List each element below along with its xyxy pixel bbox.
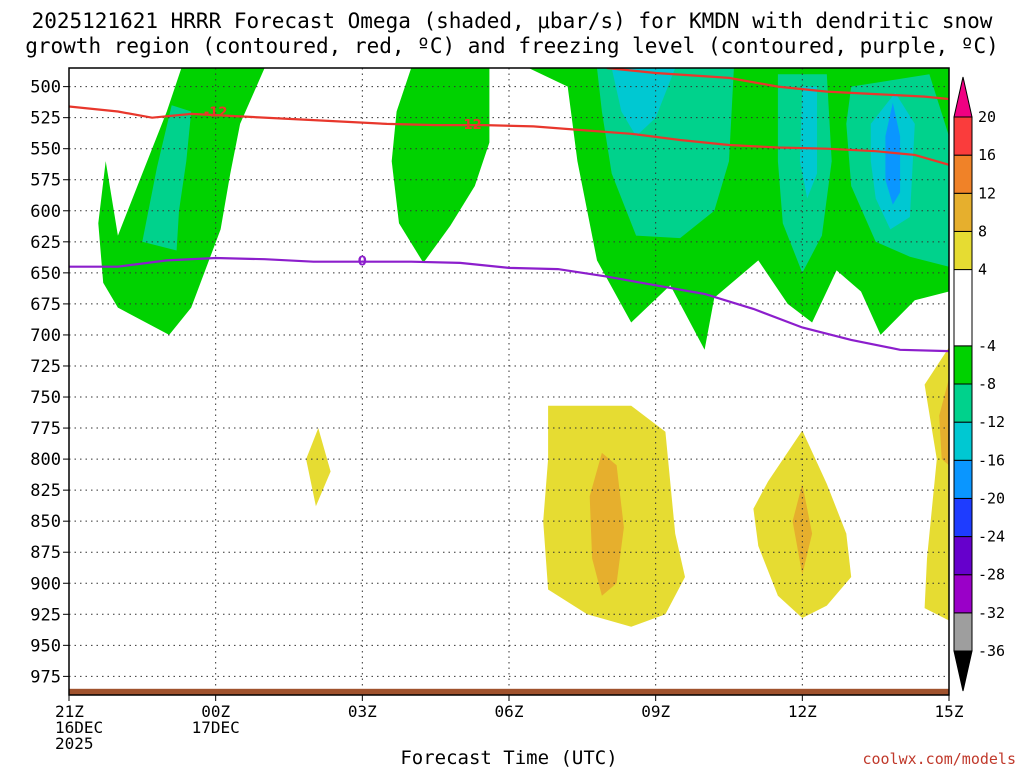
x-tick-label-0-2: 2025 (55, 734, 94, 753)
colorbar-tick--20: -20 (978, 489, 1005, 507)
x-tick-label-15-0: 12Z (788, 702, 817, 721)
colorbar-bin-12 (953, 154, 973, 194)
colorbar-bin-2 (953, 574, 973, 614)
y-tick-label-725: 725 (30, 357, 61, 377)
colorbar-tick--32: -32 (978, 604, 1005, 622)
omega-region-14 (924, 347, 949, 621)
x-tick-label-6-0: 03Z (348, 702, 377, 721)
colorbar-tick-4: 4 (978, 261, 987, 279)
x-tick-label-3-0: 00Z (201, 702, 230, 721)
colorbar-bin-5 (953, 459, 973, 499)
credit-link-text[interactable]: coolwx.com/models (862, 750, 1016, 768)
y-tick-label-550: 550 (30, 140, 61, 160)
colorbar-bin-7 (953, 383, 973, 423)
y-tick-label-575: 575 (30, 171, 61, 191)
x-tick-label-0-0: 21Z (55, 702, 84, 721)
y-tick-label-500: 500 (30, 78, 61, 98)
colorbar-tick--4: -4 (978, 337, 996, 355)
colorbar-bin-13 (953, 116, 973, 156)
colorbar-bin-6 (953, 421, 973, 461)
colorbar-tick--36: -36 (978, 642, 1005, 660)
omega-region-17 (939, 378, 949, 466)
colorbar-tick--12: -12 (978, 413, 1005, 431)
colorbar-tick-8: 8 (978, 222, 987, 240)
colorbar-tick--16: -16 (978, 451, 1005, 469)
x-axis-label: Forecast Time (UTC) (400, 747, 617, 768)
x-tick-label-9-0: 06Z (495, 702, 524, 721)
y-tick-label-750: 750 (30, 388, 61, 408)
plot-gridlines (69, 68, 949, 695)
y-tick-label-875: 875 (30, 543, 61, 563)
omega-region-3 (142, 105, 192, 251)
omega-region-1 (391, 68, 490, 263)
omega-region-15 (589, 452, 624, 596)
y-tick-label-975: 975 (30, 667, 61, 687)
colorbar-tick-12: 12 (978, 184, 996, 202)
omega-shading-layer (98, 68, 949, 627)
colorbar-tick--8: -8 (978, 375, 996, 393)
y-tick-label-825: 825 (30, 481, 61, 501)
y-tick-label-775: 775 (30, 419, 61, 439)
x-tick-label-18-0: 15Z (935, 702, 964, 721)
omega-colorbar: 20 16 12 8 4 -4 -8 -12 -16 -20 -24 -28 -32 -36 (953, 76, 1005, 692)
ground-surface-bar (69, 688, 949, 695)
x-tick-label-12-0: 09Z (641, 702, 670, 721)
colorbar-bottom-arrow (953, 650, 973, 692)
y-tick-label-600: 600 (30, 202, 61, 222)
colorbar-bin-10 (953, 230, 973, 271)
contour-line-2 (69, 256, 949, 353)
chart-title-line-1: 2025121621 HRRR Forecast Omega (shaded, … (32, 9, 993, 33)
y-tick-label-900: 900 (30, 574, 61, 594)
y-tick-label-925: 925 (30, 605, 61, 625)
contour-line-1 (606, 68, 949, 101)
colorbar-tick-16: 16 (978, 146, 996, 164)
colorbar-bin-3 (953, 536, 973, 576)
colorbar-top-arrow (953, 76, 973, 118)
y-tick-label-850: 850 (30, 512, 61, 532)
x-tick-label-3-1: 17DEC (192, 718, 240, 737)
contour-label-0: -12 (204, 105, 228, 120)
colorbar-tick--24: -24 (978, 528, 1005, 546)
y-tick-label-950: 950 (30, 636, 61, 656)
y-tick-label-625: 625 (30, 233, 61, 253)
omega-region-11 (306, 428, 331, 507)
colorbar-tick-20: 20 (978, 108, 996, 126)
temperature-contour-layer: -12 -12 0 (69, 68, 949, 353)
colorbar-tick--28: -28 (978, 566, 1005, 584)
omega-region-8 (799, 86, 817, 199)
contour-label-1: -12 (458, 118, 482, 133)
colorbar-bin-9 (953, 269, 973, 347)
contour-label-2: 0 (358, 254, 367, 269)
colorbar-bin-11 (953, 192, 973, 232)
y-tick-label-675: 675 (30, 295, 61, 315)
pressure-axis: 500 525 550 575 600 625 650 675 700 725 750 775 800 8… (30, 78, 69, 687)
omega-region-0 (98, 68, 265, 335)
colorbar-bin-4 (953, 497, 973, 538)
y-tick-label-700: 700 (30, 326, 61, 346)
x-tick-label-0-1: 16DEC (55, 718, 103, 737)
chart-title-line-2: growth region (contoured, red, ºC) and f… (25, 34, 999, 58)
omega-region-7 (611, 68, 676, 137)
colorbar-bin-1 (953, 612, 973, 652)
y-tick-label-650: 650 (30, 264, 61, 284)
y-tick-label-525: 525 (30, 109, 61, 129)
colorbar-bin-8 (953, 345, 973, 385)
y-tick-label-800: 800 (30, 450, 61, 470)
contour-line-0 (69, 105, 949, 166)
